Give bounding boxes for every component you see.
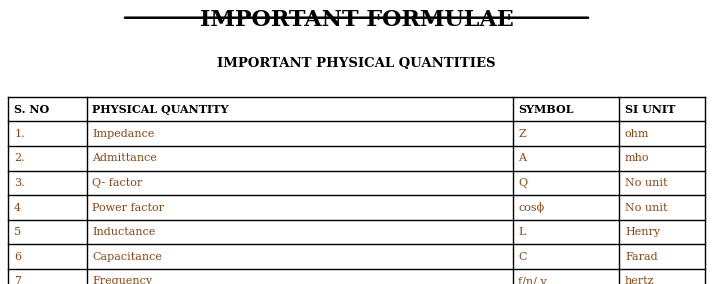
Text: S. NO: S. NO	[14, 104, 49, 115]
Text: Admittance: Admittance	[92, 153, 157, 163]
Text: 5: 5	[14, 227, 21, 237]
Text: PHYSICAL QUANTITY: PHYSICAL QUANTITY	[92, 104, 229, 115]
Text: No unit: No unit	[625, 202, 667, 212]
Text: IMPORTANT PHYSICAL QUANTITIES: IMPORTANT PHYSICAL QUANTITIES	[217, 57, 496, 70]
Text: C: C	[518, 252, 527, 262]
Text: 7: 7	[14, 276, 21, 284]
Text: ohm: ohm	[625, 129, 650, 139]
Text: Capacitance: Capacitance	[92, 252, 162, 262]
Text: Inductance: Inductance	[92, 227, 155, 237]
Text: Farad: Farad	[625, 252, 657, 262]
Text: f/n/ v: f/n/ v	[518, 276, 547, 284]
Text: Frequency: Frequency	[92, 276, 153, 284]
Text: Z: Z	[518, 129, 526, 139]
Text: SI UNIT: SI UNIT	[625, 104, 675, 115]
Text: No unit: No unit	[625, 178, 667, 188]
Text: IMPORTANT FORMULAE: IMPORTANT FORMULAE	[200, 9, 513, 31]
Text: cosϕ: cosϕ	[518, 202, 545, 213]
Text: 6: 6	[14, 252, 21, 262]
Text: mho: mho	[625, 153, 650, 163]
Text: 3.: 3.	[14, 178, 25, 188]
Text: 4: 4	[14, 202, 21, 212]
Text: L: L	[518, 227, 525, 237]
Text: A: A	[518, 153, 526, 163]
Text: hertz: hertz	[625, 276, 655, 284]
Text: 2.: 2.	[14, 153, 25, 163]
Text: Henry: Henry	[625, 227, 660, 237]
Text: Impedance: Impedance	[92, 129, 155, 139]
Text: Q: Q	[518, 178, 528, 188]
Text: 1.: 1.	[14, 129, 25, 139]
Text: Power factor: Power factor	[92, 202, 164, 212]
Text: Q- factor: Q- factor	[92, 178, 143, 188]
Text: SYMBOL: SYMBOL	[518, 104, 574, 115]
